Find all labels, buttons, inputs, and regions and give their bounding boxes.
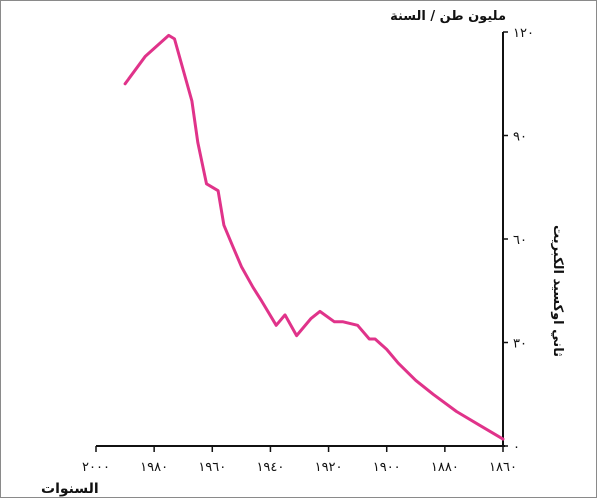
y-axis-ticks: ٠ ٣٠ ٦٠ ٩٠ ١٢٠ [503,26,534,455]
x-tick-label: ١٨٨٠ [431,460,459,475]
x-tick-label: ١٩٢٠ [315,460,343,475]
y-axis-unit-label: مليون طن / السنة [390,9,506,24]
x-tick-label: ١٩٤٠ [256,460,284,475]
x-tick-label: ١٩٨٠ [140,460,168,475]
x-tick-label: ١٨٦٠ [489,460,517,475]
y-tick-label: ٦٠ [513,233,527,248]
y-tick-label: ٣٠ [513,337,527,352]
y-axis-label: ثاني اوكسيد الكبريت [550,225,565,357]
axes [96,32,505,447]
x-tick-label: ١٩٠٠ [373,460,401,475]
series-line [123,33,505,441]
y-tick-label: ٩٠ [513,130,527,145]
y-tick-label: ٠ [513,440,520,455]
x-tick-label: ١٩٦٠ [198,460,226,475]
x-axis-label: السنوات [41,481,99,497]
y-tick-label: ١٢٠ [513,26,534,41]
x-axis-ticks: ١٨٦٠ ١٨٨٠ ١٩٠٠ ١٩٢٠ ١٩٤٠ ١٩٦٠ ١٩٨٠ ٢٠٠٠ [82,446,517,475]
x-tick-label: ٢٠٠٠ [82,460,110,475]
